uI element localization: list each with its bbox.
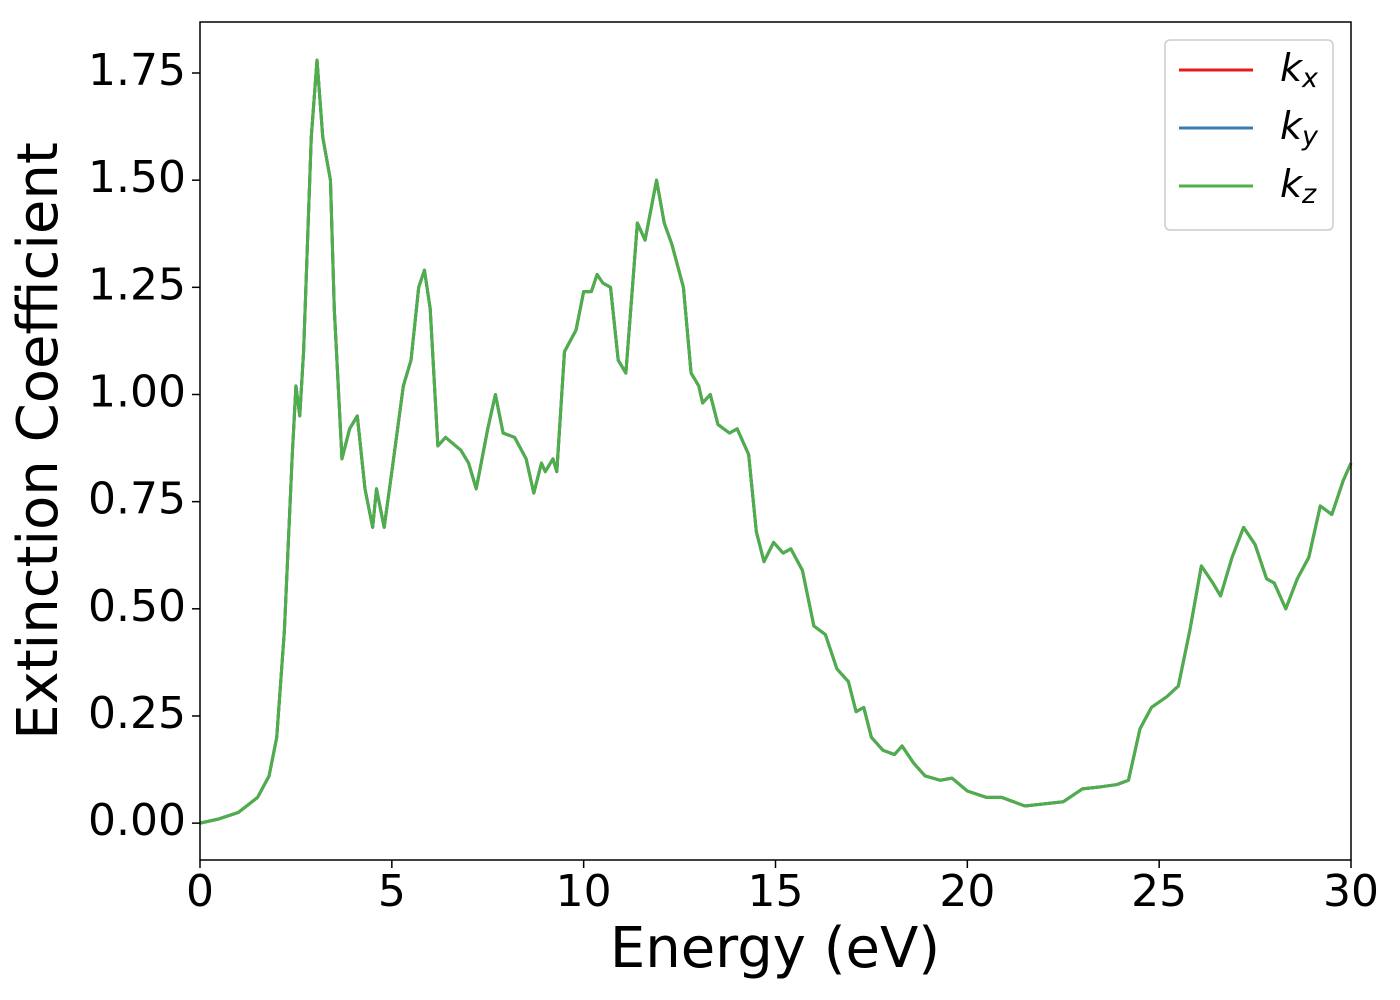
y-tick-label: 0.75	[88, 474, 186, 525]
series-line	[199, 58, 1353, 825]
x-tick-label: 30	[1323, 866, 1379, 917]
x-axis-label: Energy (eV)	[610, 916, 940, 981]
y-tick-label: 0.50	[88, 581, 186, 632]
y-axis-label: Extinction Coefficient	[6, 142, 71, 740]
x-tick-label: 20	[939, 866, 995, 917]
x-tick-label: 25	[1131, 866, 1187, 917]
x-tick-label: 5	[378, 866, 406, 917]
x-tick-label: 10	[556, 866, 612, 917]
legend-box	[1164, 39, 1334, 231]
legend-label: ky	[1280, 104, 1319, 152]
legend-label: kx	[1280, 46, 1319, 94]
legend-label: kz	[1280, 162, 1317, 210]
y-tick-label: 0.00	[88, 795, 186, 846]
y-tick-label: 1.25	[88, 259, 186, 310]
plot-frame	[199, 21, 1352, 861]
y-tick-label: 0.25	[88, 688, 186, 739]
y-tick-label: 1.00	[88, 366, 186, 417]
x-tick-label: 15	[748, 866, 804, 917]
y-tick-label: 1.75	[88, 45, 186, 96]
x-tick-label: 0	[186, 866, 214, 917]
y-tick-label: 1.50	[88, 152, 186, 203]
